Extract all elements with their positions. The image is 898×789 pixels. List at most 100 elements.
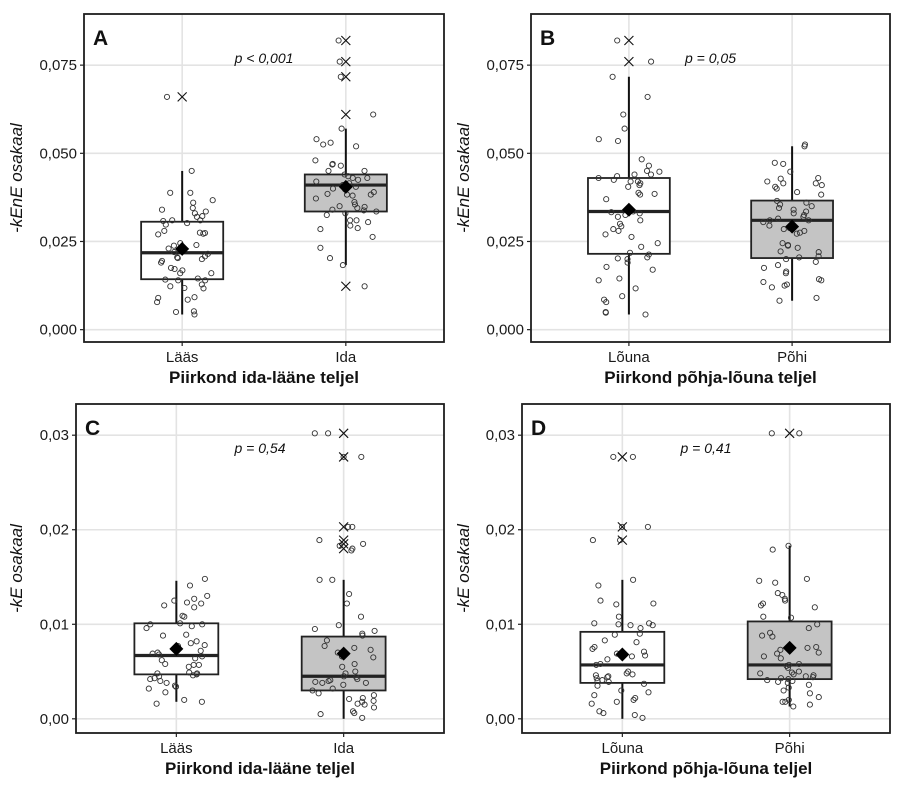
panel-b: Lõuna Põhi 0,000 0,025 0,050 0,075 Bp = 0,05 Pi…	[454, 13, 891, 387]
outlier-stroke	[340, 281, 351, 292]
data-point	[360, 207, 367, 214]
data-point	[760, 653, 767, 660]
data-point	[193, 671, 200, 678]
data-point	[656, 168, 663, 175]
data-point	[371, 627, 378, 634]
data-point	[624, 256, 631, 263]
data-point	[193, 241, 200, 249]
data-point	[323, 637, 330, 644]
outlier-marker	[340, 56, 351, 67]
data-point	[162, 689, 169, 696]
data-point	[645, 162, 652, 169]
group-Lõuna	[579, 452, 666, 721]
data-point	[311, 625, 318, 633]
data-point	[775, 204, 783, 212]
data-point	[358, 453, 365, 460]
data-point	[777, 675, 785, 682]
data-point	[343, 600, 350, 607]
data-point	[183, 631, 190, 638]
data-point	[329, 685, 336, 692]
data-point	[317, 226, 324, 233]
data-point	[311, 430, 318, 437]
data-point	[354, 700, 361, 707]
data-point	[370, 704, 378, 711]
data-point	[629, 671, 636, 678]
data-point	[352, 183, 359, 190]
x-tick-label: Lõuna	[601, 740, 643, 757]
outlier-stroke	[617, 452, 628, 462]
data-point	[597, 660, 604, 668]
data-point	[174, 255, 181, 262]
data-point	[340, 681, 347, 688]
data-point	[640, 680, 648, 687]
data-point	[626, 249, 634, 256]
data-point	[353, 143, 360, 150]
outlier-stroke	[624, 35, 634, 46]
data-point	[347, 222, 354, 229]
data-point	[199, 621, 206, 628]
data-point	[628, 653, 635, 660]
data-point	[325, 677, 332, 685]
data-point	[202, 277, 209, 284]
data-point	[615, 227, 622, 234]
data-point	[369, 233, 376, 240]
data-point	[370, 697, 377, 704]
mean-marker	[615, 647, 630, 662]
data-point	[643, 167, 651, 174]
data-point	[154, 299, 161, 306]
data-point	[782, 597, 789, 604]
data-point	[777, 655, 784, 662]
outlier-marker	[340, 109, 351, 120]
data-point	[325, 430, 332, 437]
data-point	[177, 270, 184, 277]
data-point	[349, 708, 357, 715]
data-point	[615, 621, 622, 628]
panel-letter: C	[85, 417, 100, 440]
data-point	[818, 191, 825, 198]
outlier-stroke	[624, 56, 634, 67]
data-point	[649, 266, 656, 273]
data-point	[184, 220, 191, 227]
data-point	[197, 647, 204, 654]
data-point	[191, 595, 198, 602]
mean-marker	[169, 641, 184, 656]
data-point	[790, 210, 797, 217]
outlier-stroke	[784, 428, 795, 439]
data-point	[600, 710, 607, 717]
data-point	[644, 254, 651, 261]
data-point	[183, 599, 191, 606]
data-point	[614, 37, 621, 44]
data-point	[201, 642, 208, 649]
data-point	[777, 175, 784, 182]
data-point	[806, 690, 813, 697]
outlier-marker	[338, 543, 349, 554]
data-point	[794, 189, 801, 196]
data-point	[153, 700, 160, 707]
data-point	[151, 675, 158, 682]
data-point	[803, 208, 810, 215]
data-point	[801, 143, 808, 150]
outlier-stroke	[338, 522, 349, 532]
data-point	[785, 542, 792, 549]
y-tick-label: 0,075	[39, 57, 77, 74]
data-point	[361, 701, 368, 708]
x-axis-title: Piirkond ida-lääne teljel	[169, 368, 359, 387]
data-point	[766, 222, 773, 229]
data-point	[613, 698, 620, 705]
data-point	[644, 93, 651, 100]
x-tick-label: Ida	[333, 740, 355, 757]
y-tick-label: 0,02	[486, 522, 515, 539]
data-point	[757, 602, 765, 609]
data-point	[143, 625, 150, 632]
outlier-stroke	[338, 452, 349, 462]
y-tick-label: 0,050	[39, 145, 77, 162]
data-point	[802, 673, 809, 680]
data-point	[614, 213, 621, 220]
data-point	[605, 678, 612, 685]
data-point	[780, 226, 787, 233]
data-point	[642, 652, 649, 659]
data-point	[188, 167, 195, 174]
y-tick-label: 0,01	[486, 616, 515, 633]
group-Ida	[300, 428, 387, 721]
data-point	[208, 270, 215, 277]
